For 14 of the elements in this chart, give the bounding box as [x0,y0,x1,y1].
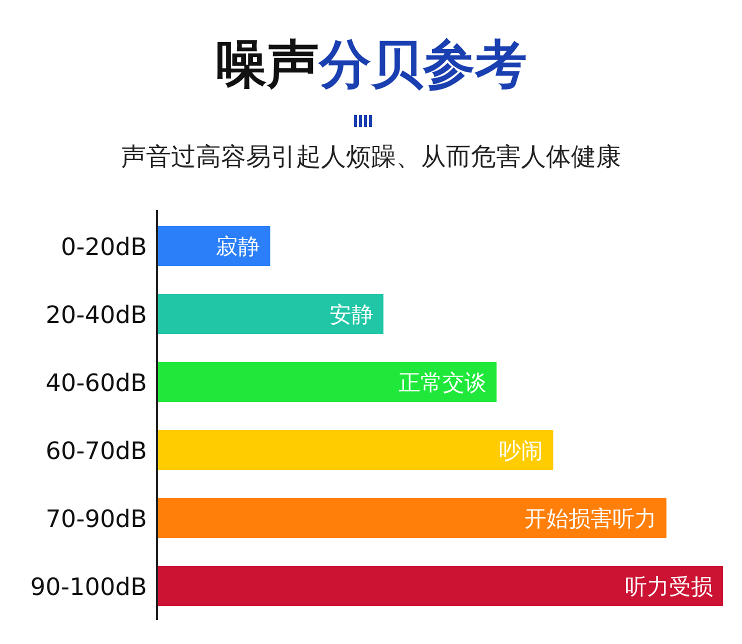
annotation: 吵闹 [499,439,544,464]
category-label: 20-40dB [46,301,147,329]
category-label: 70-90dB [46,505,147,533]
subtitle: 声音过高容易引起人烦躁、从而危害人体健康 [121,142,621,171]
annotation: 听力受损 [625,575,713,600]
title: 噪声分贝参考 [215,35,527,95]
annotation: 安静 [329,303,374,328]
category-label: 90-100dB [30,573,147,601]
annotation: 开始损害听力 [524,507,656,532]
annotation: 正常交谈 [398,371,487,396]
annotation: 寂静 [216,235,260,260]
category-label: 0-20dB [60,233,147,261]
category-label: 40-60dB [46,369,147,397]
category-label: 60-70dB [46,437,147,465]
